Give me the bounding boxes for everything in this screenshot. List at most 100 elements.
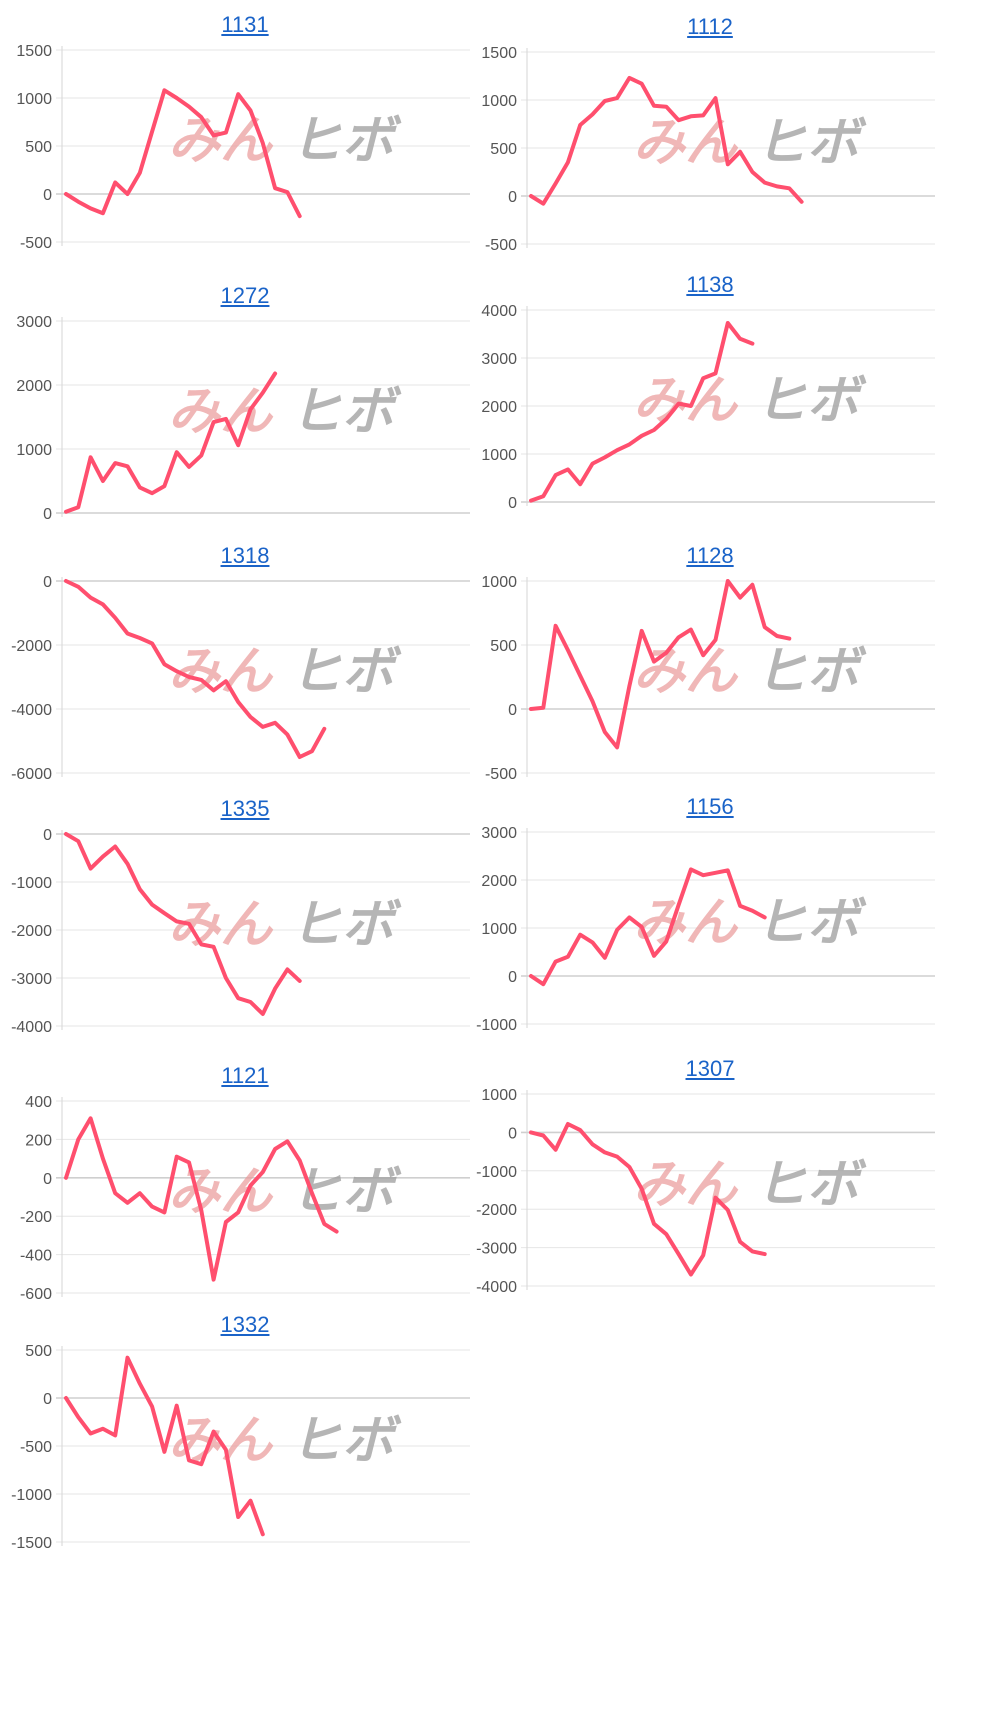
chart-title-link[interactable]: 1318 — [220, 543, 270, 568]
series-line — [64, 579, 327, 759]
chart-panel-1335: 1335 0 -1000 -2000 -3000 -4000 みん ヒボ — [0, 796, 490, 1086]
svg-text:みん: みん — [168, 382, 274, 442]
y-tick-label: -500 — [20, 235, 52, 252]
y-tick-label: -2000 — [11, 923, 52, 940]
y-tick-label: 4000 — [481, 303, 517, 320]
line-chart: 4000 3000 2000 1000 0 みん ヒボ — [481, 303, 935, 512]
chart-title-link[interactable]: 1335 — [220, 796, 270, 821]
watermark-logo: みん ヒボ — [168, 642, 402, 702]
chart-panel-1332: 1332 500 0 -500 -1000 -1500 みん ヒボ — [0, 1312, 490, 1602]
chart-title-link[interactable]: 1121 — [221, 1063, 269, 1088]
y-tick-label: 1000 — [481, 447, 517, 464]
series-line — [529, 75, 804, 206]
y-tick-label: 0 — [43, 1171, 52, 1188]
chart-title-link[interactable]: 1332 — [220, 1312, 270, 1337]
svg-text:ヒボ: ヒボ — [290, 642, 402, 702]
line-chart: 1000 500 0 -500 みん ヒボ — [481, 574, 935, 783]
series-line — [64, 832, 302, 1016]
chart-panel-1318: 1318 0 -2000 -4000 -6000 みん ヒボ — [0, 543, 490, 833]
y-tick-label: 0 — [43, 506, 52, 523]
y-tick-label: 0 — [43, 1391, 52, 1408]
y-tick-label: 3000 — [481, 825, 517, 842]
series-line — [529, 1122, 767, 1277]
chart-panel-1156: 1156 3000 2000 1000 0 -1000 みん ヒボ — [465, 794, 955, 1084]
chart-title-link[interactable]: 1131 — [221, 12, 269, 37]
svg-text:ヒボ: ヒボ — [290, 895, 402, 955]
y-tick-label: 1500 — [16, 43, 52, 60]
y-tick-label: 500 — [490, 141, 517, 158]
y-tick-label: -4000 — [11, 702, 52, 719]
svg-text:ヒボ: ヒボ — [290, 1411, 402, 1471]
y-tick-label: 400 — [25, 1094, 52, 1111]
line-chart: 400 200 0 -200 -400 -600 みん ヒボ — [20, 1094, 470, 1303]
y-tick-label: 0 — [43, 187, 52, 204]
svg-text:みん: みん — [168, 642, 274, 702]
series-line — [64, 1355, 265, 1537]
watermark-logo: みん ヒボ — [633, 893, 867, 953]
chart-title-link[interactable]: 1272 — [220, 283, 270, 308]
y-tick-label: -500 — [20, 1439, 52, 1456]
chart-title-link[interactable]: 1112 — [687, 14, 733, 39]
y-tick-label: 2000 — [481, 873, 517, 890]
watermark-logo: みん ヒボ — [633, 1155, 867, 1215]
line-chart: 1000 0 -1000 -2000 -3000 -4000 みん ヒボ — [476, 1087, 935, 1296]
line-chart: 1500 1000 500 0 -500 みん ヒボ — [16, 43, 470, 252]
y-tick-label: 500 — [25, 1343, 52, 1360]
line-chart: 0 -1000 -2000 -3000 -4000 みん ヒボ — [11, 827, 470, 1036]
y-tick-label: -3000 — [11, 971, 52, 988]
chart-panel-1121: 1121 400 200 0 -200 -400 -600 みん ヒボ — [0, 1063, 490, 1353]
svg-text:みん: みん — [168, 895, 274, 955]
y-tick-label: 1000 — [481, 574, 517, 591]
chart-panel-1307: 1307 1000 0 -1000 -2000 -3000 -4000 みん ヒボ — [465, 1056, 955, 1346]
y-tick-label: 2000 — [481, 399, 517, 416]
y-tick-label: -6000 — [11, 766, 52, 783]
line-chart: 3000 2000 1000 0 -1000 みん ヒボ — [476, 825, 935, 1034]
y-tick-label: -200 — [20, 1209, 52, 1226]
y-tick-label: 0 — [508, 969, 517, 986]
svg-text:ヒボ: ヒボ — [290, 111, 402, 171]
svg-text:みん: みん — [168, 1162, 274, 1222]
series-line — [529, 867, 767, 987]
y-tick-label: -2000 — [476, 1202, 517, 1219]
chart-title-link[interactable]: 1156 — [686, 794, 734, 819]
svg-text:みん: みん — [168, 111, 274, 171]
svg-text:ヒボ: ヒボ — [755, 371, 867, 431]
watermark-logo: みん ヒボ — [168, 111, 402, 171]
y-tick-label: -1000 — [476, 1164, 517, 1181]
chart-title-link[interactable]: 1128 — [686, 543, 734, 568]
chart-panel-1131: 1131 1500 1000 500 0 -500 みん ヒボ — [0, 12, 490, 302]
svg-text:ヒボ: ヒボ — [290, 382, 402, 442]
y-tick-label: 0 — [508, 189, 517, 206]
y-tick-label: 3000 — [16, 314, 52, 331]
y-tick-label: 200 — [25, 1132, 52, 1149]
watermark-logo: みん ヒボ — [633, 113, 867, 173]
y-tick-label: 0 — [508, 495, 517, 512]
line-chart: 1500 1000 500 0 -500 みん ヒボ — [481, 45, 935, 254]
svg-text:ヒボ: ヒボ — [755, 113, 867, 173]
y-tick-label: 3000 — [481, 351, 517, 368]
y-tick-label: -4000 — [11, 1019, 52, 1036]
y-tick-label: 0 — [43, 574, 52, 591]
series-line — [529, 321, 755, 503]
y-tick-label: -500 — [485, 766, 517, 783]
watermark-logo: みん ヒボ — [168, 895, 402, 955]
y-tick-label: -1000 — [11, 875, 52, 892]
y-tick-label: -1500 — [11, 1535, 52, 1552]
chart-title-link[interactable]: 1307 — [685, 1056, 735, 1081]
y-tick-label: 1000 — [481, 1087, 517, 1104]
svg-text:ヒボ: ヒボ — [755, 1155, 867, 1215]
y-tick-label: -3000 — [476, 1241, 517, 1258]
chart-title-link[interactable]: 1138 — [686, 272, 734, 297]
watermark-logo: みん ヒボ — [168, 1162, 402, 1222]
y-tick-label: -4000 — [476, 1279, 517, 1296]
watermark-logo: みん ヒボ — [168, 382, 402, 442]
svg-text:ヒボ: ヒボ — [755, 642, 867, 702]
y-tick-label: 0 — [508, 1125, 517, 1142]
y-tick-label: 0 — [43, 827, 52, 844]
chart-panel-1128: 1128 1000 500 0 -500 みん ヒボ — [465, 543, 955, 833]
y-tick-label: 500 — [490, 638, 517, 655]
y-tick-label: 0 — [508, 702, 517, 719]
chart-panel-1272: 1272 3000 2000 1000 0 みん ヒボ — [0, 283, 490, 573]
series-line — [64, 371, 278, 514]
